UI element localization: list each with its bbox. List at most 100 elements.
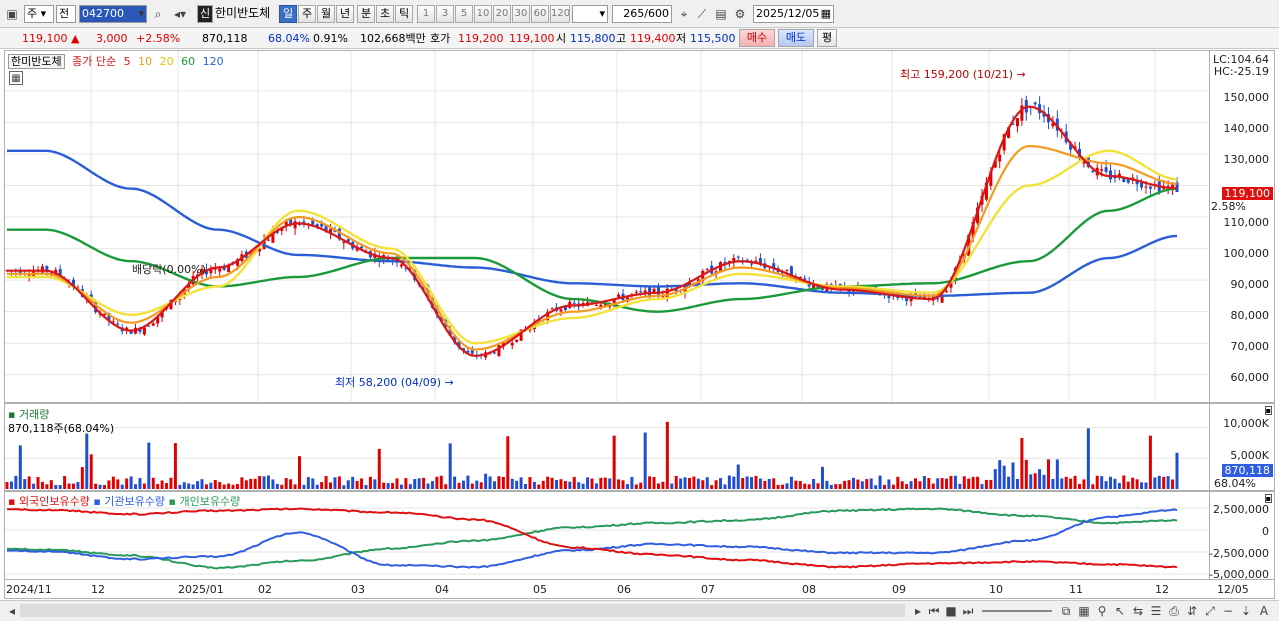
draw-line-icon[interactable]: ⟋ <box>697 7 707 21</box>
average-button[interactable]: 평 <box>817 29 837 47</box>
interval-5-button[interactable]: 5 <box>455 5 473 23</box>
interval-3-button[interactable]: 3 <box>436 5 454 23</box>
crosshair-icon[interactable]: ⌖ <box>680 7 688 21</box>
holdings-panel[interactable]: ▪ 외국인보유수량 ▪ 기관보유수량 ▪ 개인보유수량 <box>4 491 1210 580</box>
candle-body <box>510 342 514 346</box>
interval-1-button[interactable]: 1 <box>417 5 435 23</box>
zoom-slider[interactable] <box>982 610 1052 612</box>
fit-icon[interactable]: ⤢ <box>1205 604 1215 618</box>
window-icon[interactable]: ▣ <box>6 7 18 21</box>
x-tick: 05 <box>533 583 547 596</box>
chevron-down-icon[interactable]: ▾ <box>138 7 144 20</box>
print-icon[interactable]: ⎙ <box>1169 604 1179 618</box>
indicator-icon[interactable]: ⚲ <box>1097 604 1107 618</box>
stop-icon[interactable]: ■ <box>945 604 957 618</box>
volume-bar <box>883 484 886 489</box>
volume-bar <box>847 480 851 489</box>
low-annotation-text: 최저 58,200 (04/09) <box>335 376 442 389</box>
stock-code-input[interactable]: 042700 ▾ <box>79 5 147 23</box>
cursor-icon[interactable]: ↖ <box>1114 604 1126 618</box>
custom-interval-select[interactable]: ▾ <box>572 5 608 23</box>
volume-bar <box>931 483 935 489</box>
volume-bar <box>253 478 257 489</box>
interval-10-button[interactable]: 10 <box>474 5 492 23</box>
period-minute-button[interactable]: 분 <box>357 5 375 23</box>
interval-30-button[interactable]: 30 <box>512 5 530 23</box>
interval-120-button[interactable]: 120 <box>550 5 570 23</box>
scale-icon[interactable]: ⇵ <box>1186 604 1198 618</box>
compare-icon[interactable]: ⇆ <box>1132 604 1144 618</box>
volume-bar <box>625 484 629 489</box>
volume-bar <box>1011 462 1015 489</box>
market-select[interactable]: 주 ▾ <box>24 5 54 23</box>
period-week-button[interactable]: 주 <box>298 5 316 23</box>
volume-bar <box>333 477 337 489</box>
volume-bar <box>745 476 749 489</box>
period-year-button[interactable]: 년 <box>336 5 354 23</box>
volume-bar <box>160 480 164 489</box>
volume-bar <box>940 478 944 489</box>
volume-bar <box>399 484 403 489</box>
go-last-icon[interactable]: ⏭ <box>962 604 974 618</box>
font-icon[interactable]: A <box>1259 604 1269 618</box>
volume-panel[interactable]: ▪ 거래량 870,118주(68.04%) <box>4 403 1210 491</box>
volume-bar <box>656 483 660 489</box>
date-input[interactable]: 2025/12/05 ▦ <box>753 5 834 23</box>
volume-bar <box>914 478 918 489</box>
interval-20-button[interactable]: 20 <box>493 5 511 23</box>
calculator-icon[interactable]: ▦ <box>9 71 23 85</box>
period-type-select[interactable]: 전 <box>56 5 76 23</box>
volume-bar <box>107 480 111 489</box>
candle-body <box>111 321 115 323</box>
scroll-left-icon[interactable]: ◂ <box>8 604 16 618</box>
volume-bar <box>275 483 279 489</box>
candle-body <box>18 270 22 275</box>
x-tick: 12 <box>1155 583 1169 596</box>
data-count-input[interactable]: 265/600 <box>612 5 672 23</box>
y-tick: 5,000K <box>1230 449 1269 462</box>
search-icon[interactable]: ⌕ <box>154 7 162 21</box>
scroll-track[interactable] <box>20 604 905 617</box>
period-day-button[interactable]: 일 <box>279 5 297 23</box>
date-value: 2025/12/05 <box>756 7 820 20</box>
volume-bar <box>736 464 740 489</box>
scroll-right-icon[interactable]: ▸ <box>914 604 922 618</box>
minus-icon[interactable]: − <box>1222 604 1234 618</box>
candle-body <box>284 221 288 225</box>
maximize-icon[interactable]: ▪ <box>1264 494 1272 503</box>
interval-60-button[interactable]: 60 <box>531 5 549 23</box>
y-tick: 130,000 <box>1223 153 1270 166</box>
save-icon[interactable]: ▤ <box>715 7 727 21</box>
candle-body <box>705 269 709 271</box>
legend-stock-name[interactable]: 한미반도체 <box>8 54 65 69</box>
volume-bar <box>156 483 160 489</box>
chart-scrollbar[interactable]: ◂ ▸ ⏮ ■ ⏭ ⧉ ▦ ⚲ ↖ ⇆ ☰ ⎙ ⇵ ⤢ − ⇣ A <box>0 600 1279 621</box>
candle-body <box>293 221 297 229</box>
volume-bar <box>413 479 417 489</box>
period-second-button[interactable]: 초 <box>376 5 394 23</box>
volume-bar <box>922 475 926 489</box>
volume-bar <box>648 476 652 489</box>
volume-bar <box>962 476 966 489</box>
period-month-button[interactable]: 월 <box>317 5 335 23</box>
legend-individual-text: 개인보유수량 <box>179 495 241 508</box>
gear-icon[interactable]: ⚙ <box>734 7 746 21</box>
grid-icon[interactable]: ▦ <box>1078 604 1090 618</box>
price-chart-panel[interactable]: 한미반도체 종가 단순 5 10 20 60 120 ▦ 최고 159,200 … <box>4 50 1210 403</box>
candle-body <box>355 247 359 251</box>
go-first-icon[interactable]: ⏮ <box>928 604 940 618</box>
volume-bar <box>320 482 324 489</box>
speaker-icon[interactable]: ◂▾ <box>173 7 187 21</box>
list-icon[interactable]: ☰ <box>1150 604 1162 618</box>
buy-button[interactable]: 매수 <box>739 29 775 47</box>
period-tick-button[interactable]: 틱 <box>395 5 413 23</box>
sell-button[interactable]: 매도 <box>778 29 814 47</box>
calendar-icon[interactable]: ▦ <box>820 7 831 20</box>
volume-bar <box>271 479 275 489</box>
volume-bar <box>798 481 802 489</box>
layout-icon[interactable]: ⧉ <box>1061 604 1071 618</box>
volume-bar <box>670 483 674 489</box>
candle-body <box>945 291 949 293</box>
zoom-out-icon[interactable]: ⇣ <box>1240 604 1252 618</box>
maximize-icon[interactable]: ▪ <box>1264 406 1272 415</box>
